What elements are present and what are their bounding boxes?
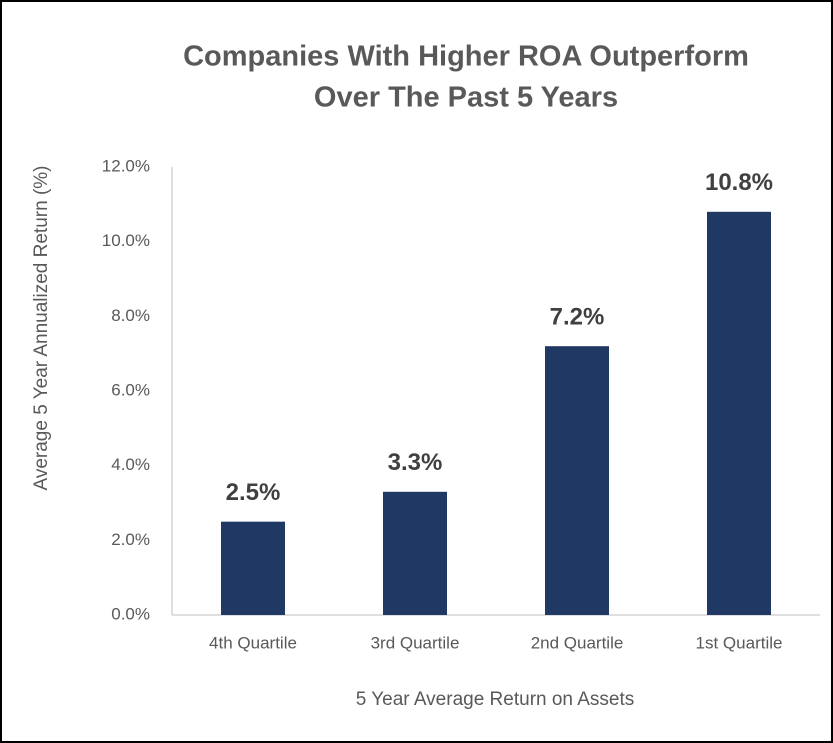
bar (545, 346, 609, 615)
bar (383, 491, 447, 615)
value-label: 7.2% (550, 304, 605, 331)
x-tick-label: 4th Quartile (209, 633, 297, 652)
x-tick-label: 2nd Quartile (531, 633, 624, 652)
chart-title: Companies With Higher ROA Outperform (183, 41, 749, 73)
x-tick-label: 1st Quartile (696, 633, 783, 652)
x-axis-title: 5 Year Average Return on Assets (356, 689, 635, 710)
value-label: 2.5% (226, 479, 281, 506)
y-tick-label: 0.0% (111, 604, 150, 623)
value-label: 10.8% (705, 169, 773, 196)
y-tick-label: 6.0% (111, 380, 150, 399)
x-tick-label: 3rd Quartile (371, 633, 460, 652)
y-tick-label: 8.0% (111, 306, 150, 325)
y-axis-title: Average 5 Year Annualized Return (%) (31, 166, 52, 491)
y-tick-label: 4.0% (111, 455, 150, 474)
bar (221, 521, 285, 615)
chart-title: Over The Past 5 Years (314, 82, 618, 114)
value-label: 3.3% (388, 449, 443, 476)
y-tick-label: 2.0% (111, 530, 150, 549)
bar (707, 211, 771, 616)
y-tick-label: 10.0% (102, 231, 150, 250)
y-tick-label: 12.0% (102, 156, 150, 175)
